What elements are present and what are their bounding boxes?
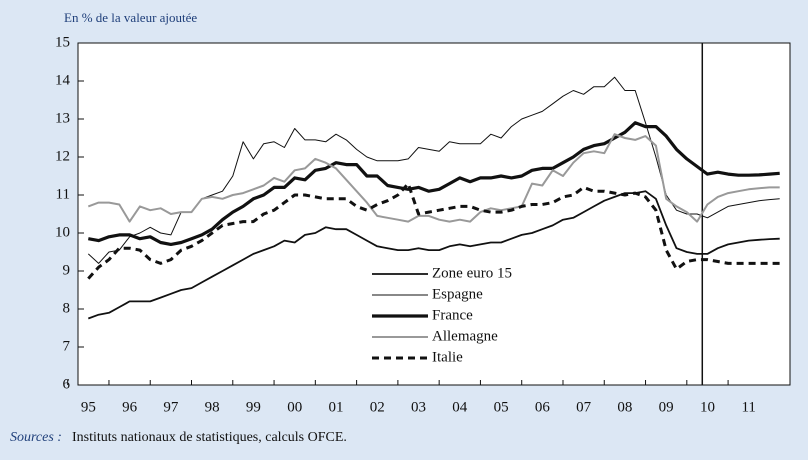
x-tick-label: 09 bbox=[659, 399, 674, 415]
x-tick-label: 08 bbox=[617, 399, 632, 415]
legend-label: Espagne bbox=[432, 286, 483, 302]
y-tick-label: 8 bbox=[63, 300, 71, 316]
y-tick-label: 10 bbox=[55, 224, 70, 240]
x-tick-label: 97 bbox=[163, 399, 179, 415]
plot-area bbox=[77, 42, 791, 386]
x-tick-label: 96 bbox=[122, 399, 138, 415]
legend-label: Zone euro 15 bbox=[432, 265, 512, 281]
x-tick-label: 03 bbox=[411, 399, 426, 415]
x-tick-label: 10 bbox=[700, 399, 715, 415]
x-tick-label: 06 bbox=[535, 399, 551, 415]
y-tick-label: 15 bbox=[55, 34, 70, 50]
sources-label: Sources : bbox=[10, 430, 62, 445]
x-tick-label: 07 bbox=[576, 399, 592, 415]
x-tick-label: 99 bbox=[246, 399, 261, 415]
x-tick-label: 02 bbox=[370, 399, 385, 415]
y-tick-label: 7 bbox=[63, 338, 71, 354]
plot: 6 7 8 9 10 11 12 13 14 15 95 96 97 98 99 00 01 02 03 04 05 06… bbox=[55, 34, 780, 415]
x-tick-label: 04 bbox=[452, 399, 468, 415]
y-tick-label: 14 bbox=[55, 72, 71, 88]
y-tick-label: 9 bbox=[63, 262, 71, 278]
y-tick-label: 12 bbox=[55, 148, 70, 164]
y-tick-label: 11 bbox=[56, 186, 70, 202]
y-tick-label: 13 bbox=[55, 110, 70, 126]
series-line bbox=[87, 182, 780, 280]
legend-label: France bbox=[432, 307, 473, 323]
x-tick-label: 11 bbox=[741, 399, 755, 415]
sources-text: Instituts nationaux de statistiques, cal… bbox=[72, 430, 347, 445]
x-tick-label: 98 bbox=[205, 399, 220, 415]
y-tick-label: 6 bbox=[63, 376, 71, 392]
x-tick-label: 00 bbox=[287, 399, 302, 415]
x-tick-label: 01 bbox=[328, 399, 343, 415]
legend-label: Allemagne bbox=[432, 328, 498, 344]
series-line bbox=[87, 190, 780, 320]
x-tick-label: 05 bbox=[494, 399, 509, 415]
series-line bbox=[87, 133, 780, 223]
subtitle: En % de la valeur ajoutée bbox=[64, 10, 197, 25]
x-tick-label: 95 bbox=[81, 399, 96, 415]
legend-label: Italie bbox=[432, 349, 463, 365]
series-line bbox=[88, 121, 780, 246]
